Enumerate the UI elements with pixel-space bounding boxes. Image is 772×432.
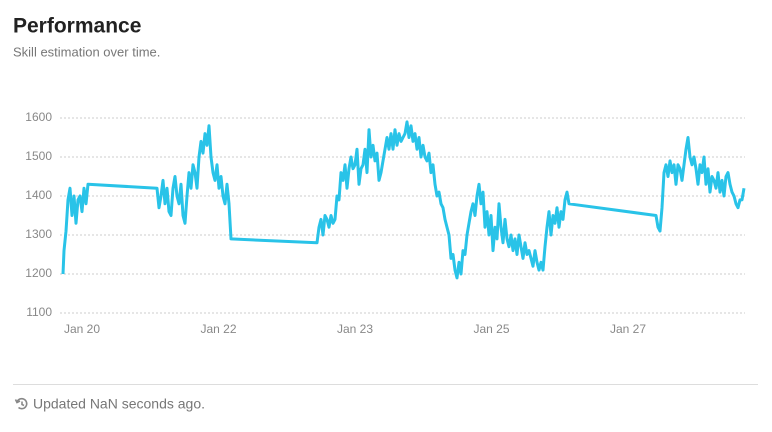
y-tick-label: 1100 [26,305,52,319]
y-tick-label: 1200 [25,266,52,280]
y-tick-label: 1300 [25,227,52,241]
y-tick-label: 1600 [25,110,52,124]
x-tick-label: Jan 25 [473,322,509,336]
y-tick-label: 1400 [25,188,52,202]
x-tick-label: Jan 20 [64,322,100,336]
x-tick-label: Jan 23 [337,322,373,336]
chart-title: Performance [13,15,141,38]
chart-subtitle: Skill estimation over time. [13,44,160,59]
refresh-icon [14,397,28,410]
x-tick-label: Jan 22 [200,322,236,336]
footer-text: Updated NaN seconds ago. [33,396,205,412]
x-tick-label: Jan 27 [610,322,646,336]
skill-line [61,120,746,280]
y-tick-label: 1500 [25,149,52,163]
